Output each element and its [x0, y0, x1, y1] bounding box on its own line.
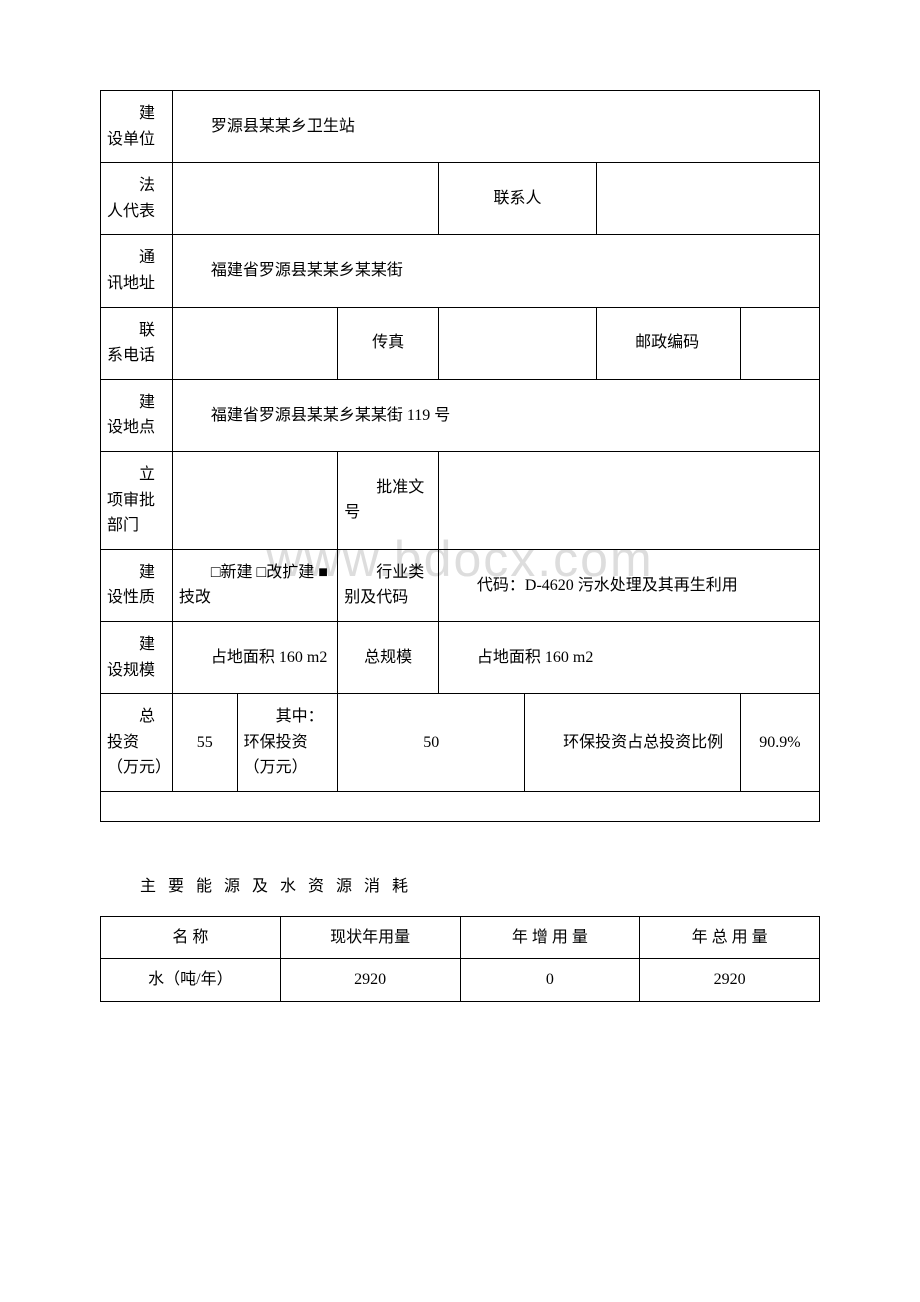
label-phone: 联系电话 — [101, 307, 173, 379]
label-legal-rep: 法人代表 — [101, 163, 173, 235]
table-row: 名 称 现状年用量 年 增 用 量 年 总 用 量 — [101, 916, 820, 959]
resource-cell-current: 2920 — [280, 959, 460, 1002]
label-total-scale: 总规模 — [338, 621, 439, 693]
value-investment: 55 — [172, 694, 237, 792]
resource-cell-total: 2920 — [640, 959, 820, 1002]
value-phone — [172, 307, 337, 379]
value-contact — [597, 163, 820, 235]
table-row: 通讯地址 福建省罗源县某某乡某某街 — [101, 235, 820, 307]
table-row: 法人代表 联系人 — [101, 163, 820, 235]
value-construction-unit: 罗源县某某乡卫生站 — [172, 91, 819, 163]
label-investment: 总投资（万元） — [101, 694, 173, 792]
table-row: 联系电话 传真 邮政编码 — [101, 307, 820, 379]
label-fax: 传真 — [338, 307, 439, 379]
value-industry-code: 代码：D-4620 污水处理及其再生利用 — [438, 549, 819, 621]
resource-header-current: 现状年用量 — [280, 916, 460, 959]
resource-header-name: 名 称 — [101, 916, 281, 959]
resource-section-title: 主 要 能 源 及 水 资 源 消 耗 — [140, 872, 820, 896]
label-location: 建设地点 — [101, 379, 173, 451]
label-address: 通讯地址 — [101, 235, 173, 307]
value-approval-dept — [172, 451, 337, 549]
label-approval-dept: 立项审批部门 — [101, 451, 173, 549]
resource-cell-name: 水（吨/年） — [101, 959, 281, 1002]
document-content: 建设单位 罗源县某某乡卫生站 法人代表 联系人 通讯地址 福建省罗源县某某乡某某… — [100, 90, 820, 1002]
label-contact: 联系人 — [438, 163, 596, 235]
value-total-scale: 占地面积 160 m2 — [438, 621, 819, 693]
value-env-investment: 50 — [338, 694, 525, 792]
table-row: 建设单位 罗源县某某乡卫生站 — [101, 91, 820, 163]
label-nature: 建设性质 — [101, 549, 173, 621]
label-postcode: 邮政编码 — [597, 307, 741, 379]
label-industry-code: 行业类别及代码 — [338, 549, 439, 621]
label-env-investment: 其中：环保投资（万元） — [237, 694, 338, 792]
value-postcode — [740, 307, 819, 379]
table-row: 建设规模 占地面积 160 m2 总规模 占地面积 160 m2 — [101, 621, 820, 693]
table-row: 立项审批部门 批准文号 — [101, 451, 820, 549]
table-row-empty — [101, 791, 820, 821]
table-row: 总投资（万元） 55 其中：环保投资（万元） 50 环保投资占总投资比例 90.… — [101, 694, 820, 792]
resource-header-total: 年 总 用 量 — [640, 916, 820, 959]
table-row: 建设性质 □新建 □改扩建 ■技改 行业类别及代码 代码：D-4620 污水处理… — [101, 549, 820, 621]
value-fax — [438, 307, 596, 379]
resource-header-increase: 年 增 用 量 — [460, 916, 640, 959]
resource-table: 名 称 现状年用量 年 增 用 量 年 总 用 量 水（吨/年） 2920 0 … — [100, 916, 820, 1002]
value-address: 福建省罗源县某某乡某某街 — [172, 235, 819, 307]
empty-cell — [101, 791, 820, 821]
label-scale: 建设规模 — [101, 621, 173, 693]
value-approval-no — [438, 451, 819, 549]
table-row: 水（吨/年） 2920 0 2920 — [101, 959, 820, 1002]
main-info-table: 建设单位 罗源县某某乡卫生站 法人代表 联系人 通讯地址 福建省罗源县某某乡某某… — [100, 90, 820, 822]
value-location: 福建省罗源县某某乡某某街 119 号 — [172, 379, 819, 451]
value-legal-rep — [172, 163, 438, 235]
value-env-ratio: 90.9% — [740, 694, 819, 792]
value-scale: 占地面积 160 m2 — [172, 621, 337, 693]
label-construction-unit: 建设单位 — [101, 91, 173, 163]
value-nature: □新建 □改扩建 ■技改 — [172, 549, 337, 621]
table-row: 建设地点 福建省罗源县某某乡某某街 119 号 — [101, 379, 820, 451]
resource-cell-increase: 0 — [460, 959, 640, 1002]
label-approval-no: 批准文号 — [338, 451, 439, 549]
label-env-ratio: 环保投资占总投资比例 — [525, 694, 741, 792]
